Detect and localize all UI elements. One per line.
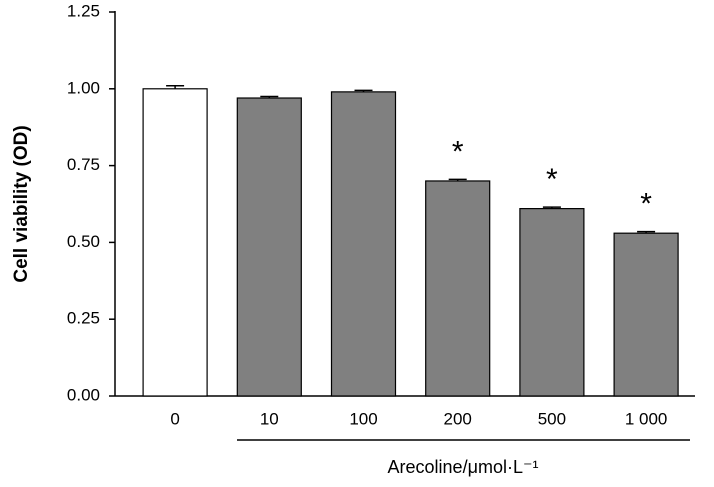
x-tick-label: 200 [444, 409, 472, 428]
significance-label: * [546, 163, 558, 196]
x-axis-label: Arecoline/μmol·L⁻¹ [388, 457, 539, 477]
y-tick-label: 0.50 [67, 232, 100, 251]
error-bar [448, 178, 467, 181]
bar [330, 91, 397, 397]
significance-label: * [640, 188, 652, 221]
y-tick-label: 0.75 [67, 155, 100, 174]
y-tick-label: 0.00 [67, 385, 100, 404]
x-tick-label: 0 [170, 409, 179, 428]
y-tick-label: 1.25 [67, 1, 100, 20]
bar [519, 208, 585, 397]
bar [236, 97, 302, 397]
x-tick-label: 10 [260, 409, 279, 428]
error-bar [542, 206, 561, 209]
y-axis-label: Cell viability (OD) [11, 125, 32, 282]
x-tick-label: 100 [349, 409, 377, 428]
error-bar [166, 84, 185, 89]
y-tick-label: 1.00 [67, 78, 100, 97]
error-bar [637, 230, 656, 234]
bar [142, 88, 208, 397]
error-bar [354, 89, 373, 92]
x-tick-label: 1 000 [625, 409, 668, 428]
bar [425, 180, 491, 397]
significance-label: * [452, 135, 464, 168]
x-tick-label: 500 [538, 409, 566, 428]
y-tick-label: 0.25 [67, 309, 100, 328]
error-bar [260, 95, 279, 99]
bar [613, 232, 679, 397]
